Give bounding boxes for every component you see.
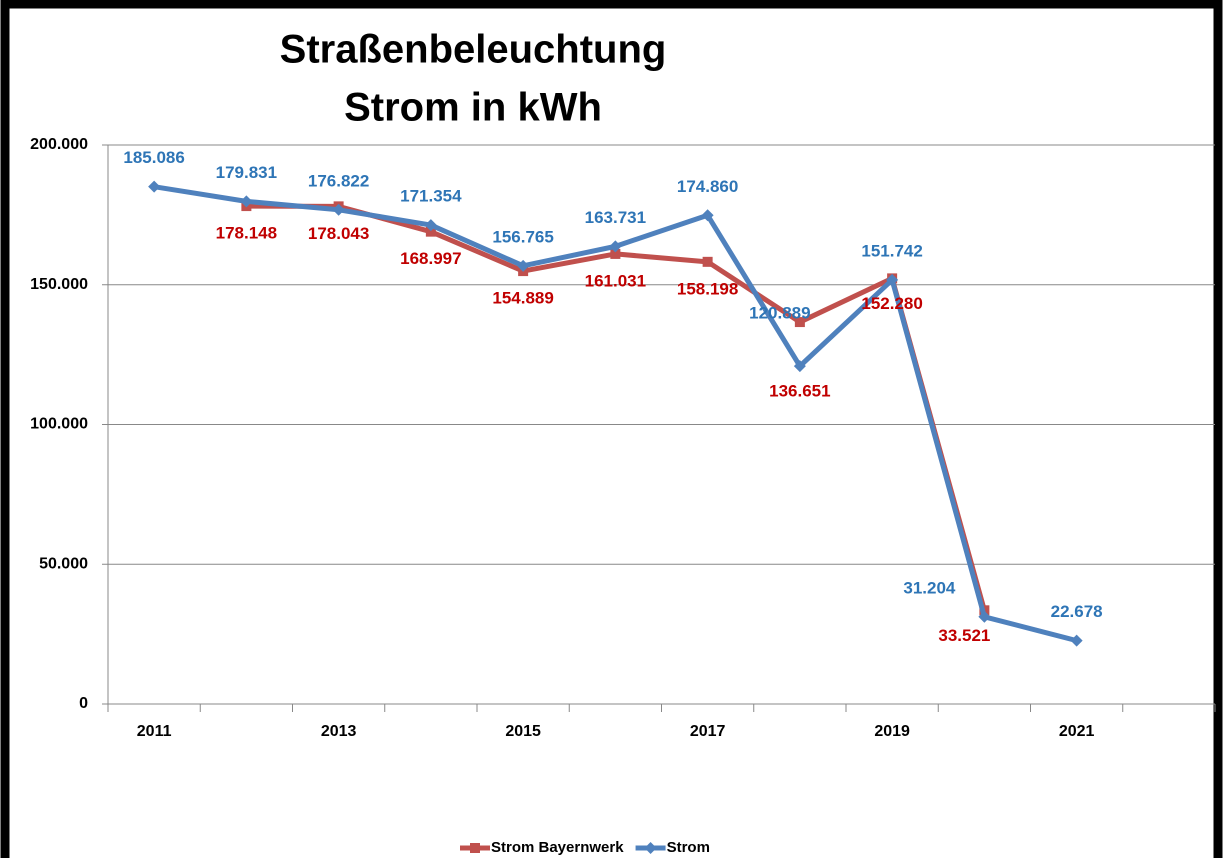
data-label: 161.031 — [585, 271, 646, 290]
data-label: 31.204 — [903, 578, 956, 597]
x-tick-label: 2017 — [690, 723, 726, 740]
marker — [424, 219, 437, 232]
x-tick-label: 2015 — [505, 723, 541, 740]
data-label: 171.354 — [400, 187, 462, 206]
legend-marker — [470, 843, 480, 853]
data-label: 178.043 — [308, 224, 369, 243]
y-tick-label: 50.000 — [39, 555, 88, 572]
data-label: 178.148 — [216, 224, 277, 243]
legend-label: Strom — [667, 839, 710, 856]
legend-label: Strom Bayernwerk — [491, 839, 624, 856]
marker — [517, 259, 530, 272]
data-label: 120.889 — [749, 304, 810, 323]
data-label: 179.831 — [216, 163, 277, 182]
data-label: 163.731 — [585, 208, 646, 227]
x-tick-label: 2013 — [321, 723, 357, 740]
data-label: 158.198 — [677, 279, 738, 298]
marker — [701, 209, 714, 222]
data-label: 174.860 — [677, 177, 738, 196]
x-tick-label: 2021 — [1059, 723, 1095, 740]
chart-subtitle: Strom in kWh — [344, 86, 602, 130]
data-label: 154.889 — [492, 289, 553, 308]
series-line — [246, 203, 987, 611]
y-tick-label: 200.000 — [30, 136, 88, 153]
data-label: 176.822 — [308, 171, 369, 190]
data-label: 136.651 — [769, 382, 830, 401]
marker — [702, 256, 713, 267]
data-label: 156.765 — [492, 227, 553, 246]
marker — [610, 248, 621, 259]
data-label: 168.997 — [400, 249, 461, 268]
marker — [886, 273, 899, 286]
y-tick-label: 150.000 — [30, 276, 88, 293]
data-label: 185.086 — [123, 148, 184, 167]
data-label: 151.742 — [861, 241, 922, 260]
marker — [148, 180, 161, 193]
legend-marker — [644, 842, 657, 854]
marker — [425, 226, 436, 237]
y-tick-label: 0 — [79, 695, 88, 712]
data-label: 33.521 — [938, 626, 990, 645]
marker — [609, 240, 622, 253]
chart-title: Straßenbeleuchtung — [280, 28, 667, 72]
y-tick-label: 100.000 — [30, 416, 88, 433]
data-label: 152.280 — [861, 294, 922, 313]
x-tick-label: 2019 — [874, 723, 910, 740]
x-tick-label: 2011 — [137, 723, 172, 740]
marker — [794, 317, 805, 328]
marker — [793, 360, 806, 373]
marker — [1070, 634, 1083, 647]
marker — [978, 610, 991, 623]
marker — [332, 203, 345, 216]
marker — [240, 195, 253, 208]
data-label: 22.678 — [1051, 602, 1103, 621]
